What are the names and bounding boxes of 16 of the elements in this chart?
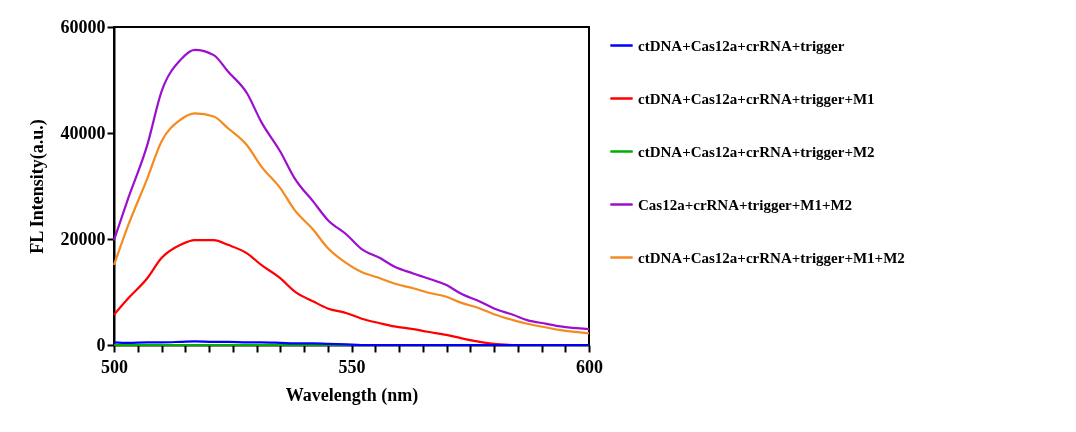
y-tick-label: 20000 bbox=[60, 228, 106, 249]
x-axis-title: Wavelength (nm) bbox=[285, 384, 419, 406]
y-tick-label: 60000 bbox=[60, 16, 106, 37]
y-tick-label: 40000 bbox=[60, 122, 106, 143]
legend-label: Cas12a+crRNA+trigger+M1+M2 bbox=[638, 196, 853, 213]
y-axis-title: FL Intensity(a.u.) bbox=[26, 119, 48, 254]
legend-label: ctDNA+Cas12a+crRNA+trigger bbox=[638, 37, 845, 54]
legend-label: ctDNA+Cas12a+crRNA+trigger+M2 bbox=[638, 143, 875, 160]
legend-label: ctDNA+Cas12a+crRNA+trigger+M1 bbox=[638, 90, 875, 107]
x-tick-label: 550 bbox=[338, 356, 366, 377]
legend-label: ctDNA+Cas12a+crRNA+trigger+M1+M2 bbox=[638, 249, 905, 266]
x-tick-label: 600 bbox=[576, 356, 603, 377]
line-series bbox=[112, 112, 591, 335]
x-tick-label: 500 bbox=[101, 356, 128, 377]
y-tick-label: 0 bbox=[96, 334, 106, 355]
line-series bbox=[112, 48, 591, 331]
